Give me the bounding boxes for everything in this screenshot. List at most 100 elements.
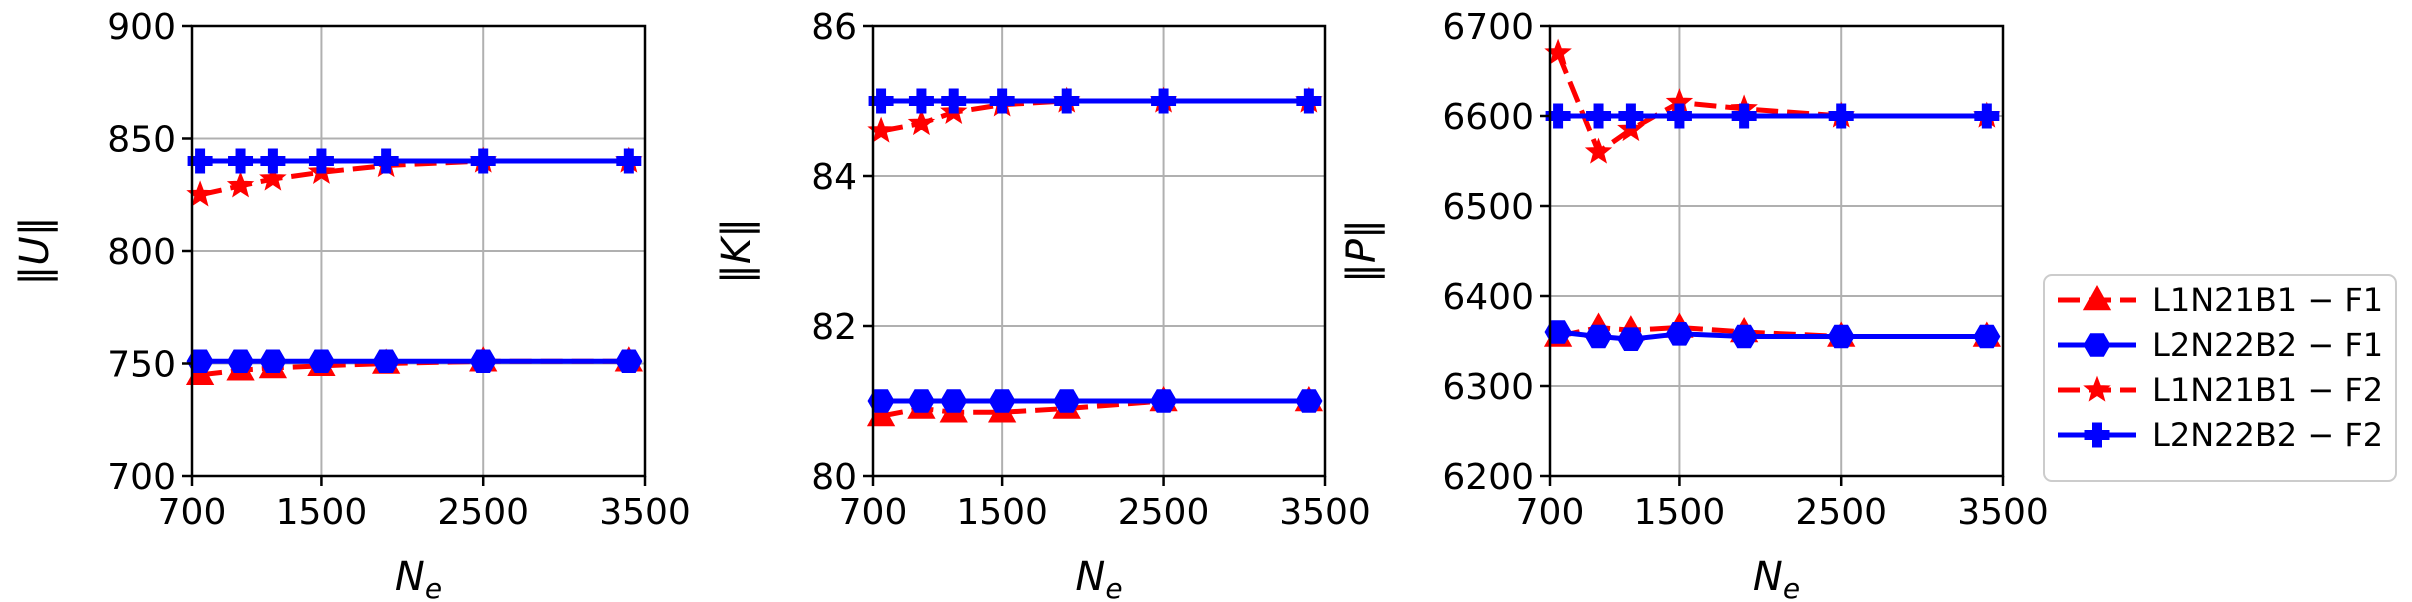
data-point-plus (1974, 103, 2000, 129)
data-point-hexagon (940, 389, 968, 413)
chart-panel-u: 700 1500 2500 3500 700 750 800 850 900 Ne ‖U‖ (12, 7, 691, 602)
y-tick-label: 84 (811, 157, 857, 198)
data-point-hexagon (1150, 389, 1178, 413)
data-point-hexagon (867, 389, 895, 413)
plot-frame (1548, 24, 2005, 478)
data-point-hexagon (186, 349, 214, 373)
data-point-plus (1151, 88, 1177, 114)
data-point-plus (908, 88, 934, 114)
data-point-plus (1054, 88, 1080, 114)
data-point-star (259, 164, 287, 191)
legend-entry: L1N21B1 − F2 (2058, 371, 2383, 409)
x-axis-label: Ne (1075, 554, 1122, 602)
data-point-hexagon (1665, 322, 1693, 346)
data-point-hexagon (1730, 324, 1758, 349)
data-point-plus (187, 148, 213, 174)
legend-marker-star (2083, 375, 2111, 402)
data-point-triangle (866, 400, 896, 427)
legend-label: L1N21B1 − F2 (2152, 371, 2383, 409)
plot-frame (871, 24, 1327, 478)
legend-label: L2N22B2 − F2 (2152, 416, 2383, 454)
data-point-hexagon (615, 349, 643, 373)
y-tick-label: 82 (811, 307, 857, 348)
data-point-hexagon (1544, 320, 1572, 344)
legend-entry: L2N22B2 − F2 (2058, 416, 2383, 454)
legend-marker-triangle (2082, 284, 2112, 311)
y-axis-label: ‖K‖ (714, 218, 760, 284)
x-tick-label: 700 (839, 492, 908, 533)
y-tick-label: 800 (107, 232, 176, 273)
data-point-plus (228, 148, 254, 174)
data-point-plus (1666, 103, 1692, 129)
legend-label: L1N21B1 − F1 (2152, 281, 2383, 319)
data-point-plus (1731, 103, 1757, 129)
data-point-plus (1545, 103, 1571, 129)
data-point-plus (373, 148, 399, 174)
data-point-hexagon (988, 389, 1016, 413)
x-tick-label: 2500 (1118, 492, 1210, 533)
legend: L1N21B1 − F1 L2N22B2 − F1 L1N21B1 − F2 L2N2… (2043, 274, 2397, 482)
x-tick-label: 3500 (599, 492, 691, 533)
x-tick-label: 1500 (956, 492, 1048, 533)
y-tick-label: 6300 (1442, 367, 1534, 408)
data-point-plus (1618, 103, 1644, 129)
data-point-hexagon (1827, 324, 1855, 349)
legend-label: L2N22B2 − F1 (2152, 326, 2383, 364)
x-tick-label: 3500 (1279, 492, 1371, 533)
x-tick-label: 3500 (1957, 492, 2049, 533)
data-point-hexagon (259, 349, 287, 373)
data-point-plus (308, 148, 334, 174)
legend-box (2043, 274, 2397, 482)
y-tick-label: 900 (107, 7, 176, 48)
data-point-hexagon (307, 349, 335, 373)
x-tick-label: 1500 (276, 492, 368, 533)
data-point-plus (260, 148, 286, 174)
x-axis-label: Ne (1753, 554, 1800, 602)
legend-marker-hexagon (2083, 333, 2111, 357)
data-point-hexagon (1584, 324, 1613, 349)
y-axis-label: ‖P‖ (1339, 219, 1385, 283)
chart-panel-p: 700 1500 2500 3500 6200 6300 6400 6500 6600 6700 N… (1339, 7, 2049, 602)
data-point-plus (1828, 103, 1854, 129)
data-point-hexagon (1053, 389, 1081, 413)
y-tick-label: 6700 (1442, 7, 1534, 48)
y-tick-label: 80 (811, 457, 857, 498)
y-tick-label: 86 (811, 7, 857, 48)
series-line (1555, 52, 1987, 155)
data-point-star (867, 116, 895, 143)
y-axis-label: ‖U‖ (12, 216, 58, 285)
y-tick-label: 850 (107, 120, 176, 161)
x-tick-label: 700 (1516, 492, 1585, 533)
data-point-hexagon (1295, 389, 1323, 413)
y-tick-label: 6200 (1442, 457, 1534, 498)
data-point-plus (1586, 103, 1612, 129)
data-point-star (226, 171, 255, 198)
data-point-hexagon (1973, 324, 2001, 349)
x-tick-label: 2500 (1795, 492, 1887, 533)
chart-panel-k: 700 1500 2500 3500 80 82 84 86 Ne ‖K‖ (714, 7, 1371, 602)
data-point-plus (989, 88, 1015, 114)
data-point-hexagon (372, 349, 400, 373)
data-point-plus (941, 88, 967, 114)
data-point-plus (1296, 88, 1322, 114)
data-point-star (907, 109, 936, 136)
data-point-hexagon (1617, 327, 1645, 351)
y-tick-label: 6400 (1442, 277, 1534, 318)
data-point-hexagon (907, 389, 935, 413)
data-point-plus (868, 88, 894, 114)
data-point-hexagon (226, 349, 255, 373)
data-point-hexagon (469, 349, 497, 373)
data-point-plus (616, 148, 642, 174)
legend-entry: L2N22B2 − F1 (2058, 326, 2383, 364)
legend-entry: L1N21B1 − F1 (2058, 281, 2383, 319)
legend-marker-plus (2084, 422, 2110, 448)
x-tick-label: 700 (158, 492, 227, 533)
x-tick-label: 2500 (437, 492, 529, 533)
y-tick-label: 700 (107, 457, 176, 498)
y-tick-label: 750 (107, 345, 176, 386)
x-axis-label: Ne (395, 554, 442, 602)
data-point-star (1584, 137, 1613, 164)
y-tick-label: 6500 (1442, 187, 1534, 228)
y-tick-label: 6600 (1442, 97, 1534, 138)
x-tick-label: 1500 (1634, 492, 1726, 533)
